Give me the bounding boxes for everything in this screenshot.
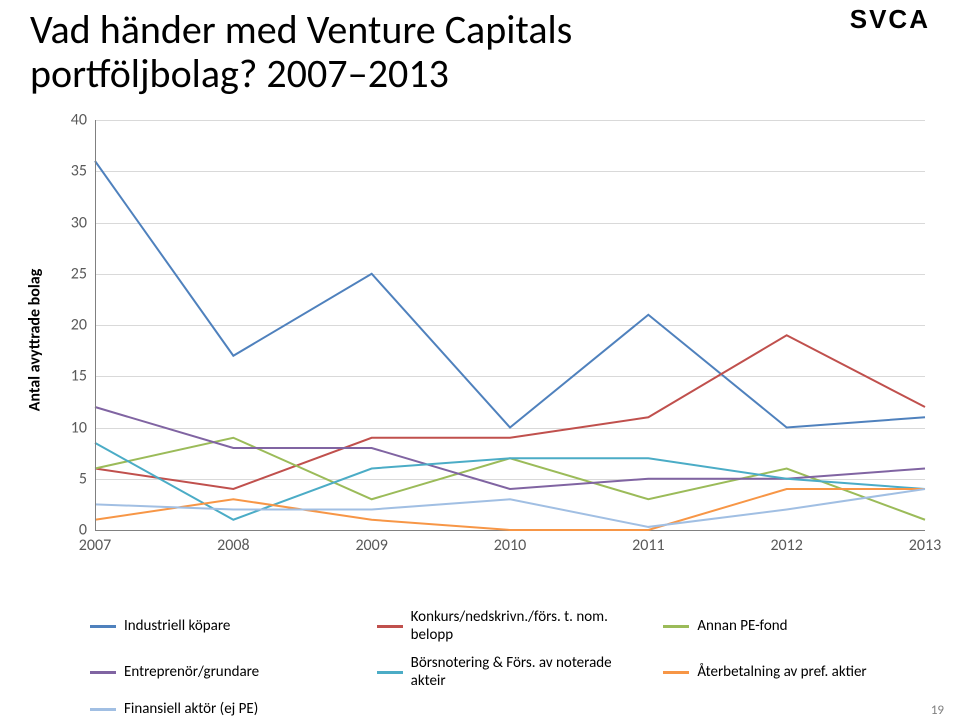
- legend-item: Annan PE-fond: [663, 608, 930, 644]
- slide-root: Vad händer med Venture Capitals portfölj…: [0, 0, 960, 728]
- x-tick-label: 2013: [909, 536, 941, 555]
- title-line-1: Vad händer med Venture Capitals: [30, 5, 572, 54]
- legend-swatch: [377, 625, 403, 628]
- x-tick-label: 2010: [494, 536, 526, 555]
- y-tick-label: 40: [71, 111, 87, 130]
- y-tick-label: 5: [79, 469, 87, 488]
- legend-swatch: [377, 671, 403, 674]
- chart-svg: [95, 120, 925, 530]
- legend-swatch: [90, 708, 116, 711]
- x-tick-label: 2008: [217, 536, 249, 555]
- x-tick-label: 2011: [632, 536, 664, 555]
- legend-label: Annan PE-fond: [697, 617, 787, 635]
- legend-swatch: [90, 625, 116, 628]
- series-line: [95, 407, 925, 489]
- x-tick-label: 2012: [770, 536, 802, 555]
- page-number: 19: [931, 703, 944, 718]
- chart-area: Antal avyttrade bolag 051015202530354020…: [45, 120, 925, 560]
- legend-swatch: [90, 671, 116, 674]
- chart-legend: Industriell köpare Konkurs/nedskrivn./för…: [90, 608, 930, 718]
- legend-item: Finansiell aktör (ej PE): [90, 700, 357, 718]
- series-line: [95, 161, 925, 428]
- legend-item: Konkurs/nedskrivn./förs. t. nom. belopp: [377, 608, 644, 644]
- y-tick-label: 35: [71, 162, 87, 181]
- legend-swatch: [663, 625, 689, 628]
- y-tick-label: 10: [71, 418, 87, 437]
- legend-item: Börsnotering & Förs. av noterade akteir: [377, 654, 644, 690]
- legend-label: Finansiell aktör (ej PE): [124, 700, 258, 718]
- legend-label: Konkurs/nedskrivn./förs. t. nom. belopp: [411, 608, 644, 644]
- legend-item: Återbetalning av pref. aktier: [663, 654, 930, 690]
- legend-item: Industriell köpare: [90, 608, 357, 644]
- x-tick-label: 2009: [355, 536, 387, 555]
- legend-item: Entreprenör/grundare: [90, 654, 357, 690]
- title-line-2: portföljbolag? 2007‒2013: [30, 49, 449, 98]
- series-line: [95, 489, 925, 527]
- x-tick-label: 2007: [79, 536, 111, 555]
- y-tick-label: 20: [71, 316, 87, 335]
- legend-swatch: [663, 671, 689, 674]
- legend-label: Industriell köpare: [124, 617, 230, 635]
- plot-region: 0510152025303540200720082009201020112012…: [95, 120, 925, 530]
- legend-label: Entreprenör/grundare: [124, 663, 259, 681]
- slide-title: Vad händer med Venture Capitals portfölj…: [30, 8, 572, 96]
- legend-label: Börsnotering & Förs. av noterade akteir: [411, 654, 644, 690]
- y-axis-line: [95, 120, 96, 530]
- legend-label: Återbetalning av pref. aktier: [697, 663, 866, 681]
- y-tick-label: 30: [71, 213, 87, 232]
- series-line: [95, 335, 925, 489]
- y-axis-label: Antal avyttrade bolag: [26, 269, 45, 412]
- y-tick-label: 15: [71, 367, 87, 386]
- y-tick-label: 25: [71, 264, 87, 283]
- logo-text: SVCA: [850, 4, 930, 35]
